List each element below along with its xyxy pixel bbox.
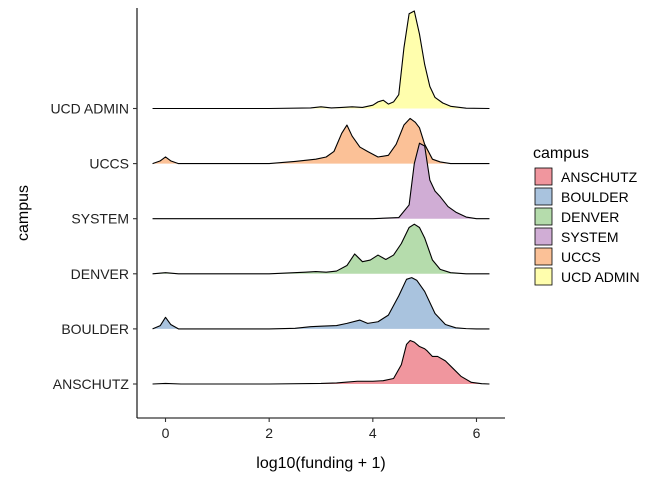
ridge-area-boulder bbox=[152, 277, 490, 329]
y-tick-label-uccs: UCCS bbox=[89, 156, 129, 172]
x-tick-label: 6 bbox=[473, 425, 481, 441]
legend-swatch-ucd-admin bbox=[534, 267, 553, 286]
legend-label-system: SYSTEM bbox=[561, 229, 619, 245]
y-tick-label-denver: DENVER bbox=[71, 266, 129, 282]
legend-swatch-system bbox=[534, 227, 553, 246]
y-tick-label-anschutz: ANSCHUTZ bbox=[53, 376, 130, 392]
legend-label-boulder: BOULDER bbox=[561, 189, 629, 205]
ridge-area-denver bbox=[152, 224, 490, 274]
legend-swatch-boulder bbox=[534, 187, 553, 206]
legend-label-anschutz: ANSCHUTZ bbox=[561, 169, 638, 185]
y-axis-title: campus bbox=[15, 185, 32, 241]
legend: campus ANSCHUTZ BOULDER DENVER SYSTEM UCCS UC… bbox=[533, 145, 640, 286]
ridge-area-system bbox=[152, 143, 490, 219]
ridge-line-anschutz bbox=[152, 339, 490, 385]
y-tick-label-system: SYSTEM bbox=[71, 211, 129, 227]
legend-title: campus bbox=[533, 145, 589, 162]
y-tick-label-ucd-admin: UCD ADMIN bbox=[50, 101, 129, 117]
x-axis-title: log10(funding + 1) bbox=[256, 455, 385, 472]
ridge-line-ucd-admin bbox=[152, 10, 490, 110]
y-tick-label-boulder: BOULDER bbox=[61, 321, 129, 337]
plot-area bbox=[152, 10, 490, 385]
legend-swatch-uccs bbox=[534, 247, 553, 266]
ridge-area-anschutz bbox=[152, 340, 490, 384]
axes: 0 2 4 6 ANSCHUTZ BOULDER DENVER SYSTEM UCCS UCD A… bbox=[50, 8, 505, 441]
x-tick-label: 0 bbox=[162, 425, 170, 441]
x-tick-label: 2 bbox=[265, 425, 273, 441]
x-tick-label: 4 bbox=[369, 425, 377, 441]
legend-swatch-denver bbox=[534, 207, 553, 226]
legend-swatch-anschutz bbox=[534, 167, 553, 186]
legend-label-ucd-admin: UCD ADMIN bbox=[561, 269, 640, 285]
ridge-line-denver bbox=[152, 223, 490, 275]
ridge-line-system bbox=[152, 142, 490, 220]
ridge-area-ucd-admin bbox=[152, 10, 490, 109]
ridge-line-uccs bbox=[152, 117, 490, 165]
legend-label-uccs: UCCS bbox=[561, 249, 601, 265]
ridge-area-uccs bbox=[152, 118, 490, 164]
legend-label-denver: DENVER bbox=[561, 209, 619, 225]
ridge-line-boulder bbox=[152, 277, 490, 330]
